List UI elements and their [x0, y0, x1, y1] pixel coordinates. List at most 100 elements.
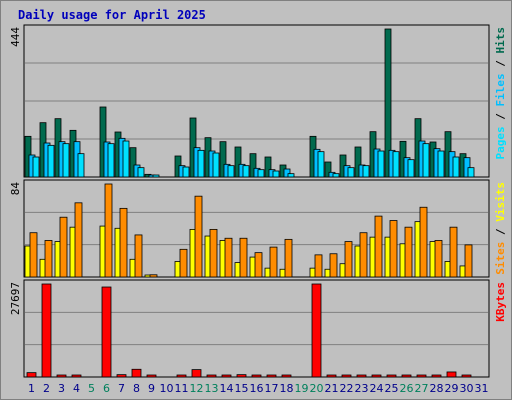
bar-kbytes-day-29 [446, 371, 457, 378]
bar-sites-day-13 [209, 228, 218, 278]
bar-sites-day-21 [329, 253, 338, 278]
x-tick-label-day-29: 29 [445, 382, 459, 395]
bar-sites-day-16 [254, 252, 263, 278]
bar-kbytes-day-28 [431, 374, 442, 378]
x-tick-label-day-18: 18 [280, 382, 294, 395]
bar-kbytes-day-4 [71, 374, 82, 378]
bar-pages-day-3 [62, 143, 70, 178]
bar-kbytes-day-7 [116, 374, 127, 378]
y-max-label-hits-files-pages: 444 [9, 27, 22, 47]
bar-sites-day-7 [119, 207, 128, 278]
bar-pages-day-2 [47, 144, 55, 178]
bar-kbytes-day-21 [326, 374, 337, 378]
x-tick-label-day-14: 14 [220, 382, 234, 395]
bar-kbytes-day-18 [281, 374, 292, 378]
bar-kbytes-day-16 [251, 374, 262, 378]
legend-segment: Hits [494, 27, 507, 54]
bar-pages-day-21 [332, 173, 340, 178]
x-tick-label-day-19: 19 [295, 382, 309, 395]
bar-pages-day-20 [317, 151, 325, 178]
x-tick-label-day-1: 1 [28, 382, 35, 395]
x-tick-label-day-20: 20 [310, 382, 324, 395]
bar-hits-day-23 [354, 146, 362, 178]
bar-kbytes-day-22 [341, 374, 352, 378]
bar-kbytes-day-9 [146, 374, 157, 378]
legend-segment: Pages [494, 126, 507, 159]
bar-kbytes-day-2 [41, 283, 52, 378]
bar-pages-day-6 [107, 143, 115, 178]
legend-segment: Sites [494, 242, 507, 275]
bar-sites-day-4 [74, 202, 83, 278]
bar-kbytes-day-27 [416, 374, 427, 378]
bar-pages-day-25 [392, 151, 400, 178]
bar-sites-day-2 [44, 240, 53, 278]
x-tick-label-day-23: 23 [355, 382, 369, 395]
bar-pages-day-28 [437, 150, 445, 178]
legend-segment: / [494, 222, 507, 242]
bar-sites-day-11 [179, 248, 188, 278]
bar-kbytes-day-3 [56, 374, 67, 378]
bar-sites-day-8 [134, 234, 143, 278]
bar-sites-day-27 [419, 206, 428, 278]
bar-sites-day-23 [359, 232, 368, 278]
bar-hits-day-17 [264, 156, 272, 178]
bar-pages-day-23 [362, 165, 370, 178]
bar-sites-day-14 [224, 237, 233, 278]
bar-pages-day-22 [347, 167, 355, 178]
x-tick-label-day-21: 21 [325, 382, 339, 395]
bar-sites-day-20 [314, 254, 323, 278]
bar-sites-day-28 [434, 240, 443, 278]
x-tick-label-day-30: 30 [460, 382, 474, 395]
bar-kbytes-day-20 [311, 283, 322, 378]
bar-sites-day-24 [374, 215, 383, 278]
bar-sites-day-30 [464, 244, 473, 278]
y-max-label-visits-sites: 84 [9, 182, 22, 196]
bar-kbytes-day-25 [386, 374, 397, 378]
bar-pages-day-7 [122, 140, 130, 178]
x-tick-label-day-15: 15 [235, 382, 249, 395]
bar-pages-day-12 [197, 149, 205, 178]
bar-hits-day-16 [249, 153, 257, 178]
bar-pages-day-26 [407, 159, 415, 178]
bar-kbytes-day-15 [236, 374, 247, 378]
bar-hits-day-15 [234, 146, 242, 178]
bar-kbytes-day-17 [266, 374, 277, 378]
x-tick-label-day-28: 28 [430, 382, 444, 395]
bar-pages-day-13 [212, 152, 220, 178]
x-tick-label-day-25: 25 [385, 382, 399, 395]
right-legend-hits-files-pages: Pages / Files / Hits [494, 27, 507, 160]
legend-segment: Files [494, 73, 507, 106]
bar-kbytes-day-11 [176, 374, 187, 378]
bar-sites-day-17 [269, 246, 278, 278]
x-tick-label-day-26: 26 [400, 382, 414, 395]
bar-kbytes-day-6 [101, 286, 112, 378]
bar-pages-day-9 [152, 174, 160, 178]
bar-sites-day-9 [149, 274, 158, 278]
bar-kbytes-day-24 [371, 374, 382, 378]
x-tick-label-day-7: 7 [118, 382, 125, 395]
x-tick-label-day-13: 13 [205, 382, 219, 395]
legend-segment: KBytes [494, 282, 507, 322]
bar-sites-day-22 [344, 241, 353, 278]
x-tick-label-day-22: 22 [340, 382, 354, 395]
bar-sites-day-25 [389, 220, 398, 278]
bar-pages-day-24 [377, 150, 385, 178]
legend-segment: Visits [494, 182, 507, 222]
chart-title: Daily usage for April 2025 [18, 8, 206, 22]
bar-pages-day-17 [272, 170, 280, 178]
x-tick-label-day-31: 31 [475, 382, 489, 395]
y-max-label-kbytes: 27697 [9, 282, 22, 315]
bar-hits-day-25 [384, 28, 392, 178]
x-tick-label-day-10: 10 [160, 382, 174, 395]
bar-pages-day-4 [77, 153, 85, 178]
bar-sites-day-12 [194, 195, 203, 278]
bar-kbytes-day-12 [191, 369, 202, 378]
bar-pages-day-30 [467, 167, 475, 178]
bar-kbytes-day-14 [221, 374, 232, 378]
bar-sites-day-29 [449, 226, 458, 278]
bar-sites-day-6 [104, 183, 113, 278]
bar-pages-day-11 [182, 166, 190, 178]
bar-hits-day-21 [324, 161, 332, 178]
bar-sites-day-15 [239, 237, 248, 278]
